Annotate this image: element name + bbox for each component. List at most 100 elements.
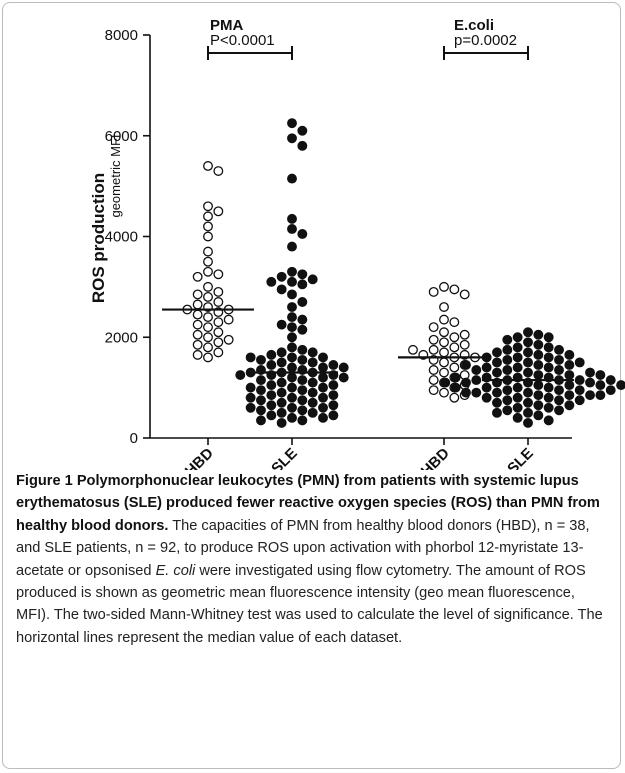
data-point <box>533 400 544 411</box>
data-point <box>439 337 449 348</box>
data-point <box>203 312 213 323</box>
data-point <box>471 387 482 398</box>
data-point <box>543 352 554 363</box>
data-point <box>439 302 449 312</box>
data-point <box>492 397 502 408</box>
data-point <box>574 395 585 406</box>
data-point <box>307 407 318 418</box>
data-point <box>439 387 449 398</box>
data-point <box>266 380 277 391</box>
data-point <box>287 289 297 300</box>
data-point <box>328 380 339 391</box>
data-point <box>523 327 533 338</box>
data-point <box>276 397 287 408</box>
data-point <box>449 332 460 343</box>
data-point <box>564 370 575 380</box>
x-tick-label: HBD <box>418 445 453 470</box>
data-point <box>502 365 513 375</box>
data-point <box>543 392 554 403</box>
data-point <box>512 412 523 423</box>
data-point <box>523 367 533 378</box>
data-point <box>203 266 213 277</box>
data-point <box>223 314 234 325</box>
data-point <box>533 349 544 360</box>
data-point <box>408 344 418 355</box>
data-point <box>533 410 544 421</box>
data-point <box>564 349 575 360</box>
data-point <box>192 339 203 350</box>
data-point <box>523 387 533 398</box>
data-point <box>256 415 266 426</box>
data-point <box>203 221 213 232</box>
data-point <box>554 385 564 396</box>
data-point <box>338 362 349 373</box>
data-point <box>213 166 224 176</box>
data-point <box>523 357 533 368</box>
data-point <box>523 417 533 428</box>
data-point <box>276 417 287 428</box>
data-point <box>428 365 439 375</box>
annotation-text: P<0.0001 <box>210 32 275 49</box>
data-point <box>297 354 308 365</box>
data-point <box>318 392 328 403</box>
data-point <box>543 415 554 426</box>
data-point <box>287 133 297 144</box>
data-point <box>439 347 449 358</box>
data-point <box>512 392 523 403</box>
y-tick-label: 0 <box>130 430 138 447</box>
data-point <box>439 314 449 325</box>
data-point <box>297 324 308 335</box>
data-point <box>318 372 328 383</box>
data-point <box>213 269 224 280</box>
data-point <box>492 347 502 358</box>
data-point <box>297 395 308 406</box>
data-point <box>543 362 554 373</box>
data-point <box>512 362 523 373</box>
data-point <box>203 342 213 353</box>
data-point <box>203 211 213 222</box>
data-point <box>440 377 451 388</box>
data-point <box>502 334 513 345</box>
data-point <box>502 344 513 355</box>
data-point <box>256 375 266 386</box>
y-tick-label: 6000 <box>105 128 138 145</box>
data-point <box>276 347 287 358</box>
y-axis-label: ROS production <box>89 173 108 303</box>
data-point <box>533 370 544 380</box>
data-point <box>449 284 460 295</box>
data-point <box>287 322 297 333</box>
data-point <box>449 317 460 328</box>
data-point <box>439 327 449 338</box>
data-point <box>287 118 297 129</box>
data-point <box>203 256 213 267</box>
data-point <box>523 347 533 358</box>
y-tick-label: 4000 <box>105 229 138 246</box>
x-tick-label: SLE <box>268 445 301 470</box>
data-point <box>428 286 439 297</box>
caption-body: The capacities of PMN from healthy blood… <box>16 517 590 579</box>
data-point <box>439 281 449 292</box>
data-point <box>256 385 266 396</box>
data-point <box>318 352 328 363</box>
data-point <box>543 332 554 343</box>
data-point <box>287 266 297 277</box>
data-point <box>235 370 246 380</box>
data-point <box>554 395 564 406</box>
data-point <box>564 390 575 401</box>
data-point <box>585 367 595 378</box>
data-point <box>297 269 308 280</box>
data-point <box>297 297 308 307</box>
data-point <box>585 377 595 388</box>
y-tick-label: 2000 <box>105 329 138 346</box>
data-point <box>574 385 585 396</box>
data-point <box>287 392 297 403</box>
data-point <box>245 392 256 403</box>
data-point <box>318 412 328 423</box>
data-point <box>564 400 575 411</box>
data-point <box>266 349 277 360</box>
data-point <box>554 365 564 375</box>
data-point <box>449 362 460 373</box>
data-point <box>287 382 297 393</box>
data-point <box>449 392 460 403</box>
data-point <box>328 410 339 421</box>
